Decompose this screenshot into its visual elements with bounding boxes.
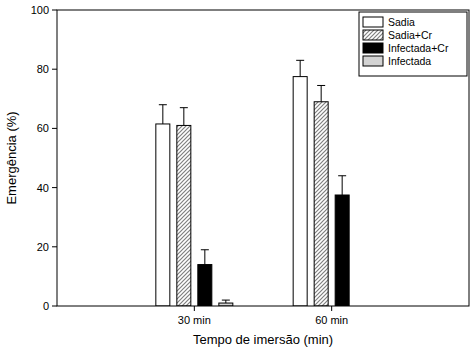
bar [177, 125, 191, 306]
y-tick [52, 306, 57, 307]
bar [293, 77, 307, 306]
chart: 0 20 40 60 80 100 30 min 60 min Tempo de imersão… [0, 0, 471, 352]
y-tick-label: 80 [37, 63, 49, 75]
y-tick-label: 20 [37, 241, 49, 253]
legend-label: Sadia+Cr [388, 29, 433, 41]
error-bar [317, 85, 325, 101]
legend-swatch [363, 17, 383, 27]
y-tick [52, 128, 57, 129]
y-axis-label: Emergência (%) [4, 111, 19, 204]
bar [314, 102, 328, 306]
bar [335, 195, 349, 306]
y-tick-label: 100 [31, 4, 49, 16]
y-tick [52, 246, 57, 247]
legend-swatch [363, 30, 383, 40]
legend: SadiaSadia+CrInfectada+CrInfectada [359, 12, 467, 76]
bars [156, 60, 349, 306]
bar [156, 124, 170, 306]
legend-swatch [363, 43, 383, 53]
bar [198, 265, 212, 306]
error-bar [296, 60, 304, 76]
error-bar [201, 250, 209, 265]
legend-label: Sadia [388, 16, 415, 28]
x-axis-label: Tempo de imersão (min) [193, 332, 333, 347]
legend-box [359, 12, 467, 76]
y-tick-label: 40 [37, 182, 49, 194]
legend-label: Infectada [388, 55, 431, 67]
error-bar [338, 176, 346, 195]
error-bar [222, 300, 230, 303]
legend-label: Infectada+Cr [388, 42, 449, 54]
y-tick-label: 0 [43, 300, 49, 312]
y-tick-label: 60 [37, 122, 49, 134]
y-tick [52, 10, 57, 11]
error-bar [159, 105, 167, 124]
x-tick-label: 30 min [178, 314, 211, 326]
y-tick [52, 69, 57, 70]
x-tick [194, 306, 195, 311]
x-tick [331, 306, 332, 311]
x-tick-label: 60 min [315, 314, 348, 326]
error-bar [180, 108, 188, 126]
frame [57, 10, 469, 306]
y-tick [52, 187, 57, 188]
legend-swatch [363, 56, 383, 66]
